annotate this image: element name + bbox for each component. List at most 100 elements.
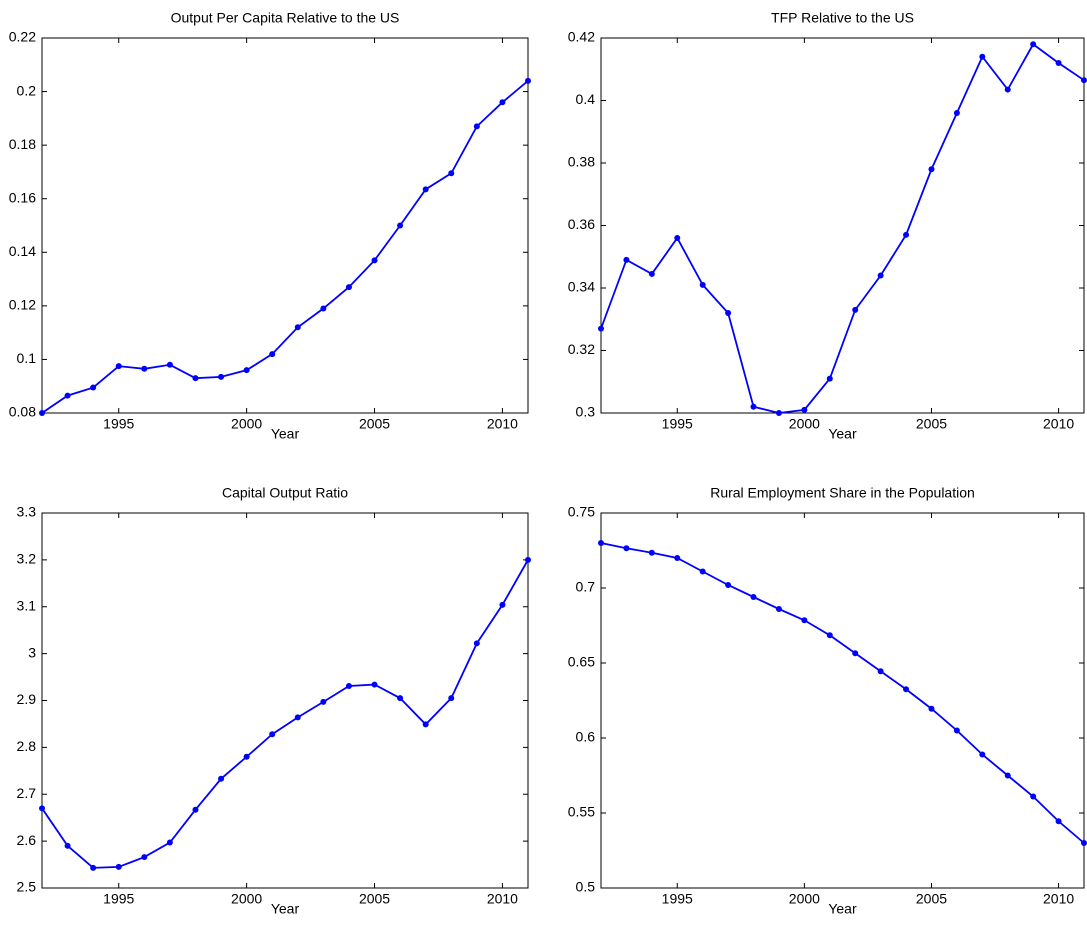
y-tick-label: 0.4 bbox=[576, 91, 596, 107]
data-point bbox=[90, 384, 97, 391]
data-point bbox=[801, 617, 808, 624]
data-point bbox=[674, 235, 681, 241]
data-point bbox=[750, 594, 757, 600]
data-point bbox=[218, 775, 225, 782]
y-tick-label: 3 bbox=[28, 644, 36, 660]
y-tick-label: 0.38 bbox=[568, 154, 595, 170]
y-tick-label: 0.12 bbox=[9, 297, 36, 313]
x-tick-label: 2010 bbox=[1043, 891, 1074, 907]
data-point bbox=[801, 406, 808, 413]
data-point bbox=[141, 365, 148, 372]
y-tick-label: 0.6 bbox=[576, 729, 596, 745]
data-point bbox=[192, 375, 199, 382]
y-tick-label: 0.14 bbox=[9, 243, 36, 259]
data-point bbox=[115, 863, 122, 870]
axes-box bbox=[41, 37, 529, 414]
data-point bbox=[345, 284, 352, 291]
x-tick-label: 2005 bbox=[359, 891, 390, 907]
data-point bbox=[674, 555, 681, 561]
data-point bbox=[750, 403, 757, 410]
data-point bbox=[422, 186, 429, 193]
data-point bbox=[90, 864, 97, 871]
data-point bbox=[499, 99, 506, 106]
x-tick-label: 2005 bbox=[359, 416, 390, 432]
data-point bbox=[39, 410, 45, 416]
y-tick-label: 0.36 bbox=[568, 216, 595, 232]
data-point bbox=[243, 753, 250, 760]
chart-title: TFP Relative to the US bbox=[771, 10, 914, 26]
data-point bbox=[371, 257, 378, 264]
y-tick-label: 2.9 bbox=[17, 691, 37, 707]
y-tick-label: 0.1 bbox=[17, 350, 37, 366]
x-tick-label: 2000 bbox=[789, 416, 820, 432]
y-tick-label: 0.18 bbox=[9, 136, 36, 152]
axes-box bbox=[600, 37, 1085, 414]
chart-title: Rural Employment Share in the Population bbox=[710, 485, 975, 501]
data-point bbox=[294, 324, 301, 331]
y-tick-label: 0.5 bbox=[576, 879, 596, 895]
data-point bbox=[623, 256, 630, 263]
y-tick-label: 0.32 bbox=[568, 341, 595, 357]
data-point bbox=[928, 705, 935, 712]
data-point bbox=[320, 698, 327, 705]
chart-title: Capital Output Ratio bbox=[222, 485, 348, 501]
data-point bbox=[294, 714, 301, 721]
y-tick-label: 3.3 bbox=[17, 504, 37, 520]
data-point bbox=[39, 805, 45, 812]
data-point bbox=[826, 632, 833, 639]
data-point bbox=[903, 231, 910, 238]
data-point bbox=[953, 727, 960, 734]
x-axis-label: Year bbox=[271, 901, 300, 917]
data-point bbox=[64, 842, 71, 849]
data-point bbox=[903, 686, 910, 693]
data-point bbox=[320, 305, 327, 312]
data-point bbox=[397, 222, 404, 229]
data-point bbox=[1004, 86, 1011, 93]
y-tick-label: 0.55 bbox=[568, 804, 595, 820]
data-point bbox=[979, 53, 986, 60]
x-tick-label: 1995 bbox=[662, 416, 693, 432]
y-tick-label: 2.6 bbox=[17, 832, 37, 848]
data-point bbox=[64, 392, 71, 399]
y-tick-label: 0.7 bbox=[576, 579, 596, 595]
data-point bbox=[166, 839, 173, 846]
data-point bbox=[826, 375, 833, 382]
data-point bbox=[448, 695, 455, 702]
y-tick-label: 0.16 bbox=[9, 189, 36, 205]
data-point bbox=[166, 361, 173, 368]
y-tick-label: 2.7 bbox=[17, 785, 37, 801]
x-tick-label: 2005 bbox=[916, 416, 947, 432]
x-tick-label: 2000 bbox=[789, 891, 820, 907]
data-point bbox=[1004, 772, 1011, 779]
data-point bbox=[1081, 77, 1087, 84]
y-tick-label: 0.2 bbox=[17, 82, 37, 98]
x-axis-label: Year bbox=[828, 426, 857, 442]
data-point bbox=[115, 363, 122, 370]
data-point bbox=[525, 77, 531, 84]
data-point bbox=[397, 695, 404, 702]
data-point bbox=[499, 601, 506, 608]
y-tick-label: 0.08 bbox=[9, 404, 36, 420]
data-point bbox=[525, 556, 531, 563]
data-line bbox=[600, 42, 1085, 414]
data-point bbox=[953, 110, 960, 116]
data-point bbox=[725, 310, 732, 316]
data-line bbox=[41, 80, 529, 414]
x-tick-label: 1995 bbox=[103, 416, 134, 432]
axes-box bbox=[41, 512, 529, 889]
y-tick-label: 3.2 bbox=[17, 551, 37, 567]
data-point bbox=[598, 540, 604, 546]
data-point bbox=[852, 306, 859, 313]
data-line bbox=[600, 542, 1085, 844]
x-tick-label: 2000 bbox=[231, 416, 262, 432]
data-point bbox=[448, 170, 455, 177]
y-tick-label: 0.22 bbox=[9, 29, 36, 45]
data-point bbox=[852, 650, 859, 657]
data-point bbox=[141, 854, 148, 861]
chart-title: Output Per Capita Relative to the US bbox=[171, 10, 400, 26]
x-axis-label: Year bbox=[828, 901, 857, 917]
x-axis-label: Year bbox=[271, 426, 300, 442]
data-point bbox=[775, 410, 782, 416]
data-point bbox=[648, 270, 655, 277]
